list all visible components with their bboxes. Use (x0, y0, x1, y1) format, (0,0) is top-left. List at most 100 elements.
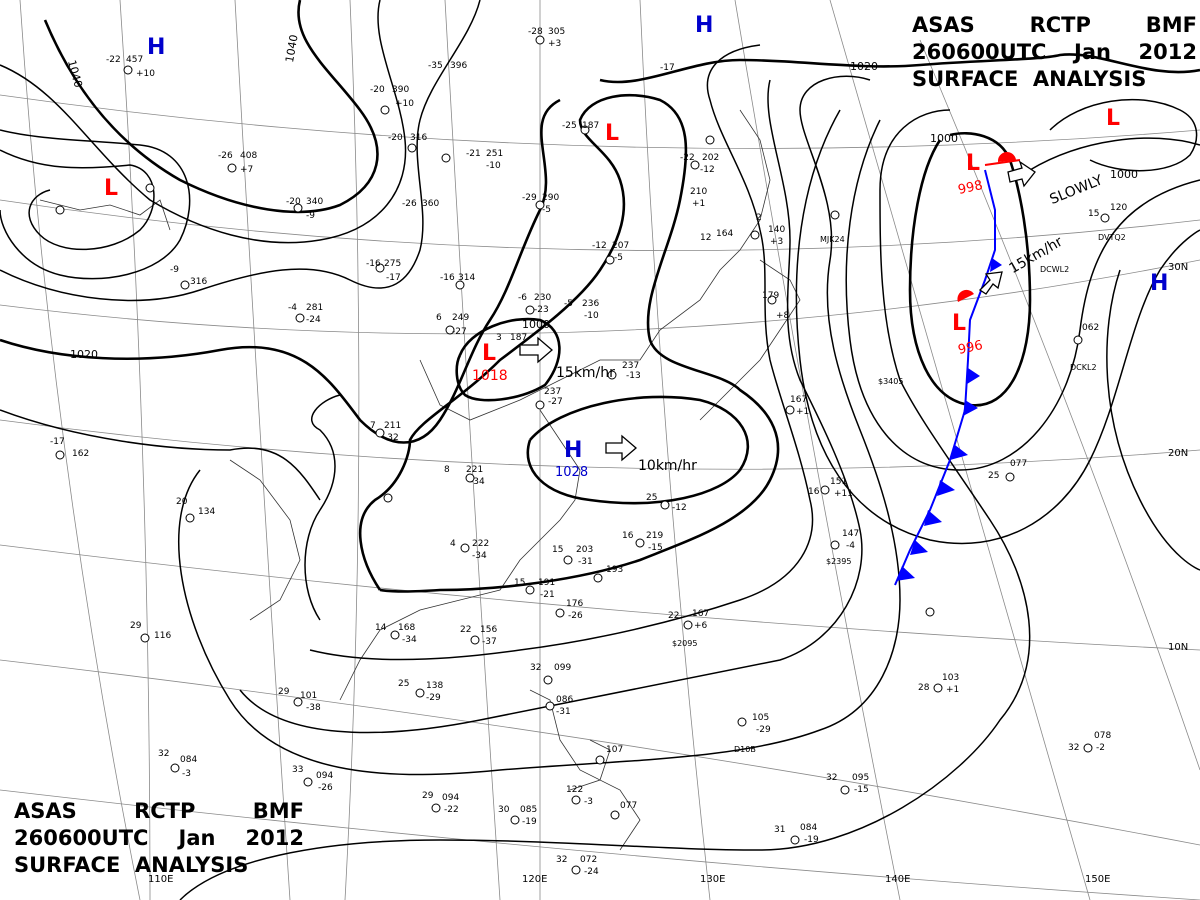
station-value: 084 (800, 823, 817, 833)
station-codes: MJK24 DVTQ2 DCWL2 DCKL2 $3405 $2395 $209… (672, 233, 1126, 754)
station-value: 396 (450, 61, 467, 71)
station-circle (925, 607, 935, 617)
isobar-line (309, 44, 814, 661)
station-value: 210 (690, 187, 707, 197)
station-circle (571, 795, 581, 805)
station-value: 32 (1068, 743, 1079, 753)
station-code: DVTQ2 (1098, 233, 1126, 242)
station-code: D10B (734, 745, 756, 754)
station-value: -13 (626, 371, 641, 381)
station-value: 20 (176, 497, 188, 507)
station-value: -27 (548, 397, 563, 407)
station-value: -3 (182, 769, 191, 779)
station-circle (123, 65, 133, 75)
parallel-line (0, 94, 1200, 149)
coastline (569, 739, 611, 791)
meridian-line (919, 39, 1200, 771)
station-plot-labels: -28 305 +3 -22 457 +10 -35 396 -20 390 +… (50, 27, 1127, 877)
front-bump (957, 289, 974, 302)
motion-arrow (519, 336, 553, 364)
station-value: 151 (830, 477, 847, 487)
station-value: 085 (520, 805, 537, 815)
pressure-centers: H H H H 1028 L L L 1018 L L 998 L 996 (104, 13, 1168, 480)
motion-speed-label: 10km/hr (638, 458, 697, 474)
title-month: Jan (178, 826, 216, 850)
station-value: -10 (584, 311, 599, 321)
station-value: 12 (700, 233, 711, 243)
station-circle (55, 205, 65, 215)
station-value: 31 (774, 825, 785, 835)
meridian-line (639, 0, 711, 900)
station-value: 457 (126, 55, 143, 65)
station-value: -21 (540, 590, 555, 600)
station-value: -37 (482, 637, 497, 647)
isobar-line (0, 409, 321, 501)
station-circle (580, 125, 590, 135)
station-value: 29 (278, 687, 290, 697)
station-value: 2 (756, 213, 762, 223)
parallel-line (0, 199, 1200, 252)
station-circle (525, 585, 535, 595)
grid-labels: 110E 110E 120E 130E 140E 150E 30N 20N 10… (148, 262, 1188, 885)
station-circle (830, 210, 840, 220)
station-circle (180, 280, 190, 290)
cold-front-line (894, 169, 996, 586)
station-code: DCKL2 (1070, 363, 1097, 372)
station-value: 408 (240, 151, 257, 161)
meridian-line (119, 0, 151, 900)
station-value: +1 (692, 199, 705, 209)
station-value: 099 (554, 663, 571, 673)
station-value: 16 (808, 487, 820, 497)
station-circle (543, 675, 553, 685)
station-value: 122 (566, 785, 583, 795)
station-value: -16 (366, 259, 381, 269)
station-value: 14 (375, 623, 387, 633)
parallel-line (0, 419, 1200, 470)
low-pressure-marker: L (1106, 106, 1120, 131)
station-circle (445, 325, 455, 335)
station-value: 062 (1082, 323, 1099, 333)
station-value: -2 (1096, 743, 1105, 753)
station-circle (750, 230, 760, 240)
station-value: 305 (548, 27, 565, 37)
parallel-line (0, 789, 1200, 900)
station-value: 167 (790, 395, 807, 405)
station-value: 179 (762, 291, 779, 301)
meridian-line (19, 0, 141, 900)
station-value: 29 (130, 621, 142, 631)
station-value: -34 (472, 551, 487, 561)
station-circle (690, 160, 700, 170)
station-value: 095 (852, 773, 869, 783)
station-value: 22 (460, 625, 471, 635)
station-value: 156 (480, 625, 497, 635)
station-value: +3 (548, 39, 561, 49)
station-value: -12 (672, 503, 687, 513)
station-circle (790, 835, 800, 845)
front-barb (950, 445, 968, 460)
station-value: 116 (154, 631, 171, 641)
front-barb (937, 480, 955, 496)
title-year: 2012 (1138, 40, 1197, 64)
station-code: $3405 (878, 377, 903, 386)
station-value: -25 (562, 121, 577, 131)
isobar-line (178, 75, 901, 776)
station-circle (415, 688, 425, 698)
title-line-2: 260600UTC Jan 2012 (14, 825, 304, 852)
station-value: 16 (622, 531, 634, 541)
title-month: Jan (1074, 40, 1111, 64)
front-barb (910, 540, 928, 555)
station-circle (525, 305, 535, 315)
title-line-1: ASAS RCTP BMF (14, 798, 304, 825)
title-product: ASAS (912, 13, 975, 37)
station-value: -6 (518, 293, 527, 303)
longitude-label: 130E (700, 874, 725, 885)
station-value: -16 (440, 273, 455, 283)
high-pressure-marker: H (695, 13, 713, 38)
station-value: 340 (306, 197, 323, 207)
station-circle (55, 450, 65, 460)
low-pressure-marker: L (104, 176, 118, 201)
isobar-line (0, 129, 191, 280)
station-value: 3 (496, 333, 502, 343)
station-value: 094 (316, 771, 333, 781)
station-value: -26 (318, 783, 333, 793)
